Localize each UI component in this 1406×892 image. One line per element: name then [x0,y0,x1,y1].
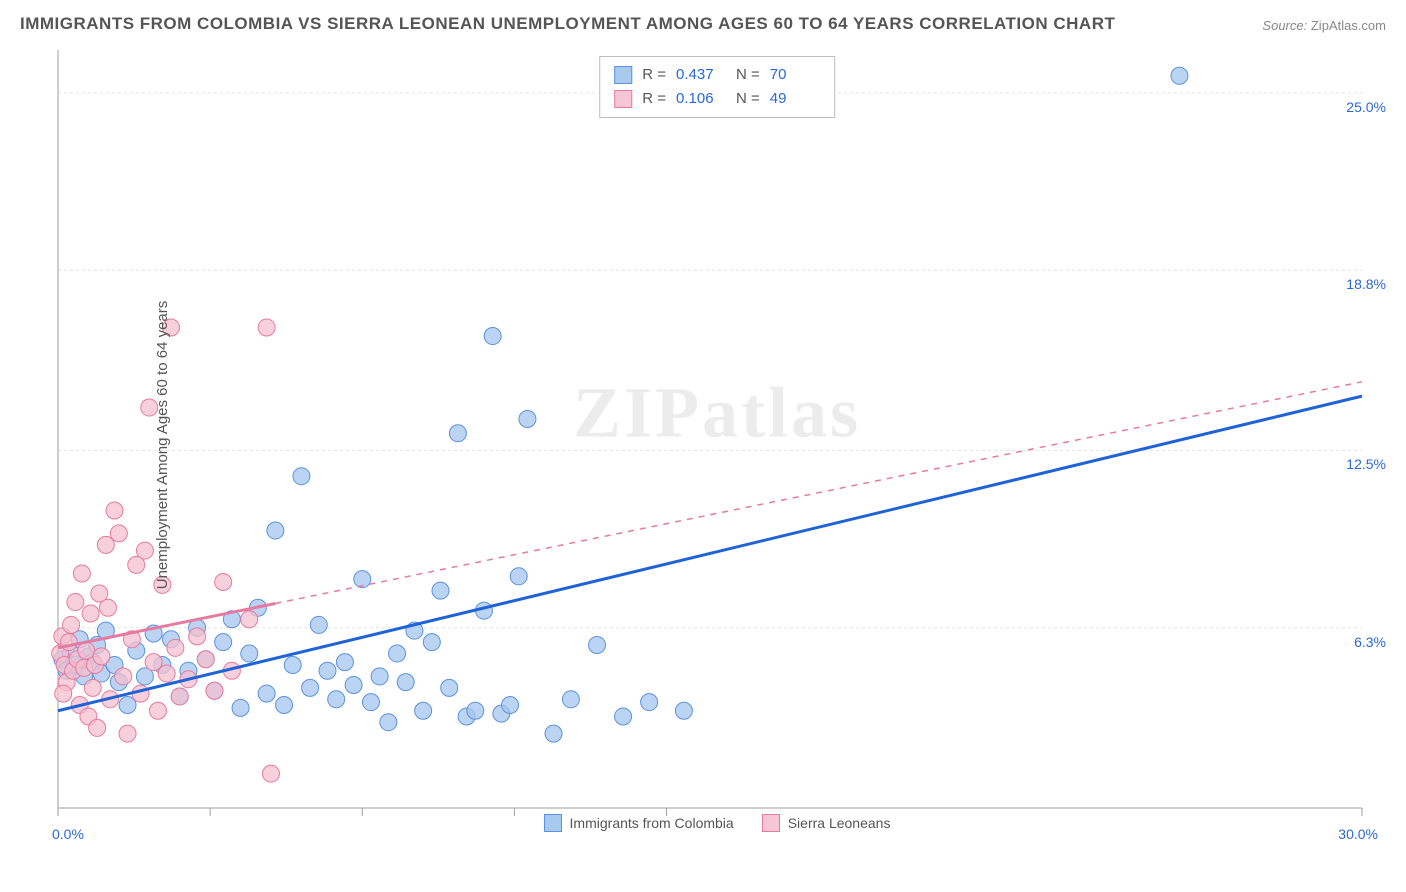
data-point [284,656,301,673]
data-point [63,616,80,633]
data-point [99,599,116,616]
data-point [215,634,232,651]
legend-r-key: R = [642,87,666,111]
data-point [215,574,232,591]
data-point [158,665,175,682]
data-point [302,679,319,696]
data-point [171,688,188,705]
data-point [484,328,501,345]
data-point [115,668,132,685]
legend-swatch [544,814,562,832]
source-label: Source: [1262,18,1307,33]
legend-stat-row: R = 0.437 N = 70 [614,63,820,87]
data-point [189,628,206,645]
data-point [197,651,214,668]
data-point [336,654,353,671]
data-point [93,648,110,665]
legend-label: Sierra Leoneans [788,815,891,831]
data-point [241,611,258,628]
data-point [519,410,536,427]
data-point [397,674,414,691]
legend-r-value: 0.437 [676,63,726,87]
data-point [232,699,249,716]
legend-n-value: 49 [770,87,820,111]
data-point [293,468,310,485]
y-tick-label: 18.8% [1346,276,1386,292]
legend-swatch [614,66,632,84]
data-point [415,702,432,719]
data-point [328,691,345,708]
data-point [319,662,336,679]
data-point [136,542,153,559]
source-attribution: Source: ZipAtlas.com [1262,18,1386,33]
data-point [615,708,632,725]
data-point [545,725,562,742]
data-point [267,522,284,539]
legend-item: Sierra Leoneans [762,814,891,832]
data-point [55,685,72,702]
data-point [67,594,84,611]
data-point [362,694,379,711]
data-point [423,634,440,651]
data-point [380,714,397,731]
scatter-chart-svg [44,50,1390,840]
data-point [371,668,388,685]
data-point [149,702,166,719]
data-point [432,582,449,599]
y-tick-label: 25.0% [1346,99,1386,115]
legend-stat-row: R = 0.106 N = 49 [614,87,820,111]
data-point [110,525,127,542]
y-axis-label: Unemployment Among Ages 60 to 64 years [154,301,171,590]
data-point [675,702,692,719]
data-point [206,682,223,699]
data-point [588,636,605,653]
legend-n-value: 70 [770,63,820,87]
legend-label: Immigrants from Colombia [570,815,734,831]
data-point [441,679,458,696]
y-tick-label: 6.3% [1354,634,1386,650]
data-point [241,645,258,662]
chart-title: IMMIGRANTS FROM COLOMBIA VS SIERRA LEONE… [20,14,1115,34]
data-point [73,565,90,582]
legend-r-key: R = [642,63,666,87]
data-point [167,639,184,656]
data-point [258,319,275,336]
data-point [449,425,466,442]
data-point [467,702,484,719]
data-point [389,645,406,662]
legend-swatch [762,814,780,832]
legend-r-value: 0.106 [676,87,726,111]
data-point [119,725,136,742]
plot-area: Unemployment Among Ages 60 to 64 years Z… [44,50,1390,840]
trend-line [58,396,1362,711]
data-point [1171,67,1188,84]
data-point [82,605,99,622]
legend-item: Immigrants from Colombia [544,814,734,832]
data-point [562,691,579,708]
data-point [262,765,279,782]
data-point [276,697,293,714]
data-point [641,694,658,711]
y-tick-label: 12.5% [1346,456,1386,472]
data-point [510,568,527,585]
legend-n-key: N = [736,63,760,87]
trend-line-extrapolated [275,382,1362,604]
legend-n-key: N = [736,87,760,111]
source-value: ZipAtlas.com [1311,18,1386,33]
data-point [89,719,106,736]
data-point [345,677,362,694]
data-point [310,616,327,633]
data-point [106,502,123,519]
correlation-legend: R = 0.437 N = 70 R = 0.106 N = 49 [599,56,835,118]
series-legend: Immigrants from Colombia Sierra Leoneans [44,814,1390,832]
data-point [258,685,275,702]
legend-swatch [614,90,632,108]
data-point [84,679,101,696]
data-point [502,697,519,714]
